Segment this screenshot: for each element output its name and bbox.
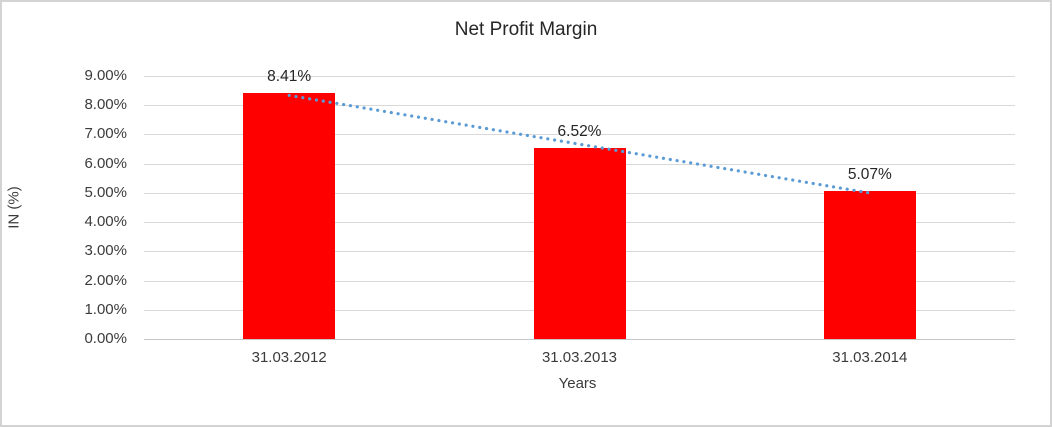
bar bbox=[533, 148, 626, 339]
data-label: 5.07% bbox=[847, 165, 892, 183]
bar bbox=[823, 190, 916, 339]
x-axis-line bbox=[144, 339, 1015, 340]
data-label: 8.41% bbox=[267, 68, 312, 86]
y-tick-label: 8.00% bbox=[84, 96, 127, 114]
y-tick-label: 1.00% bbox=[84, 300, 127, 318]
x-axis-title: Years bbox=[558, 375, 597, 392]
bar bbox=[243, 93, 336, 339]
y-tick-label: 7.00% bbox=[84, 125, 127, 143]
y-tick-label: 4.00% bbox=[84, 213, 127, 231]
y-tick-label: 2.00% bbox=[84, 271, 127, 289]
x-tick-label: 31.03.2012 bbox=[251, 349, 327, 366]
y-tick-label: 0.00% bbox=[84, 330, 127, 347]
x-tick-label: 31.03.2013 bbox=[541, 349, 618, 366]
y-axis-title: IN (%) bbox=[5, 186, 23, 229]
gridline bbox=[144, 76, 1015, 77]
data-label: 6.52% bbox=[557, 123, 602, 141]
y-tick-label: 9.00% bbox=[84, 67, 127, 84]
y-tick-label: 3.00% bbox=[84, 242, 127, 260]
chart-title: Net Profit Margin bbox=[454, 19, 598, 40]
y-tick-label: 6.00% bbox=[84, 154, 127, 172]
x-tick-label: 31.03.2014 bbox=[832, 349, 908, 366]
y-tick-label: 5.00% bbox=[84, 183, 127, 201]
